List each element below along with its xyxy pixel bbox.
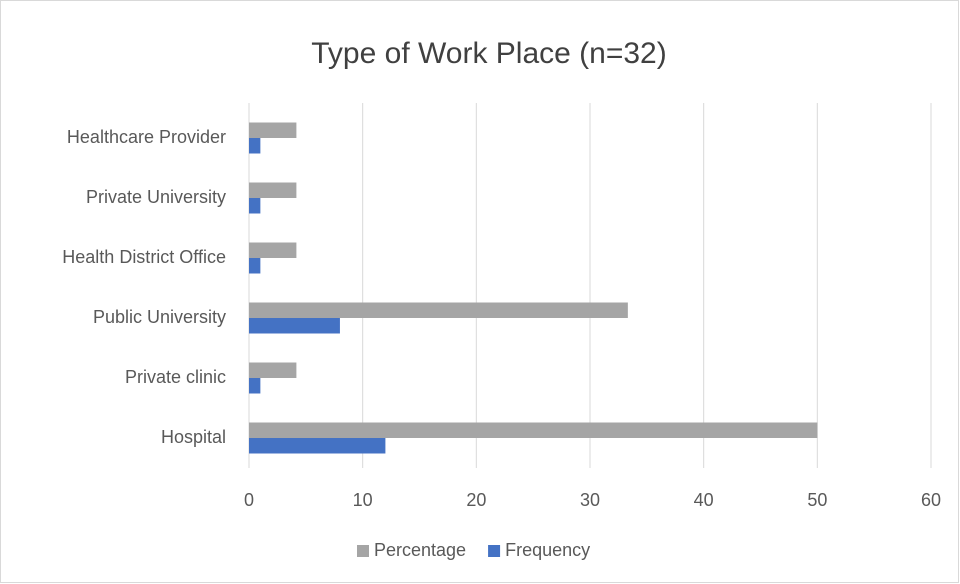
legend-label: Frequency <box>505 540 590 560</box>
y-tick-label: Healthcare Provider <box>67 127 226 147</box>
x-tick-label: 30 <box>580 490 600 510</box>
x-tick-label: 40 <box>694 490 714 510</box>
bar <box>249 362 297 378</box>
bar <box>249 138 261 154</box>
y-tick-label: Public University <box>93 307 226 327</box>
bar <box>249 242 297 258</box>
legend-swatch <box>357 545 369 557</box>
bar <box>249 182 297 198</box>
legend-label: Percentage <box>374 540 466 560</box>
y-tick-label: Private clinic <box>125 367 226 387</box>
x-tick-label: 60 <box>921 490 941 510</box>
bar <box>249 198 261 214</box>
x-tick-label: 20 <box>466 490 486 510</box>
x-tick-label: 0 <box>244 490 254 510</box>
bar <box>249 258 261 274</box>
bar <box>249 438 386 454</box>
x-tick-label: 10 <box>353 490 373 510</box>
y-tick-label: Hospital <box>161 427 226 447</box>
chart-title: Type of Work Place (n=32) <box>311 37 666 70</box>
bar <box>249 422 818 438</box>
x-tick-label: 50 <box>807 490 827 510</box>
bar <box>249 378 261 394</box>
bar <box>249 302 628 318</box>
bar <box>249 318 340 334</box>
y-tick-label: Health District Office <box>62 247 226 267</box>
y-tick-label: Private University <box>86 187 226 207</box>
legend-swatch <box>488 545 501 557</box>
bar <box>249 122 297 138</box>
